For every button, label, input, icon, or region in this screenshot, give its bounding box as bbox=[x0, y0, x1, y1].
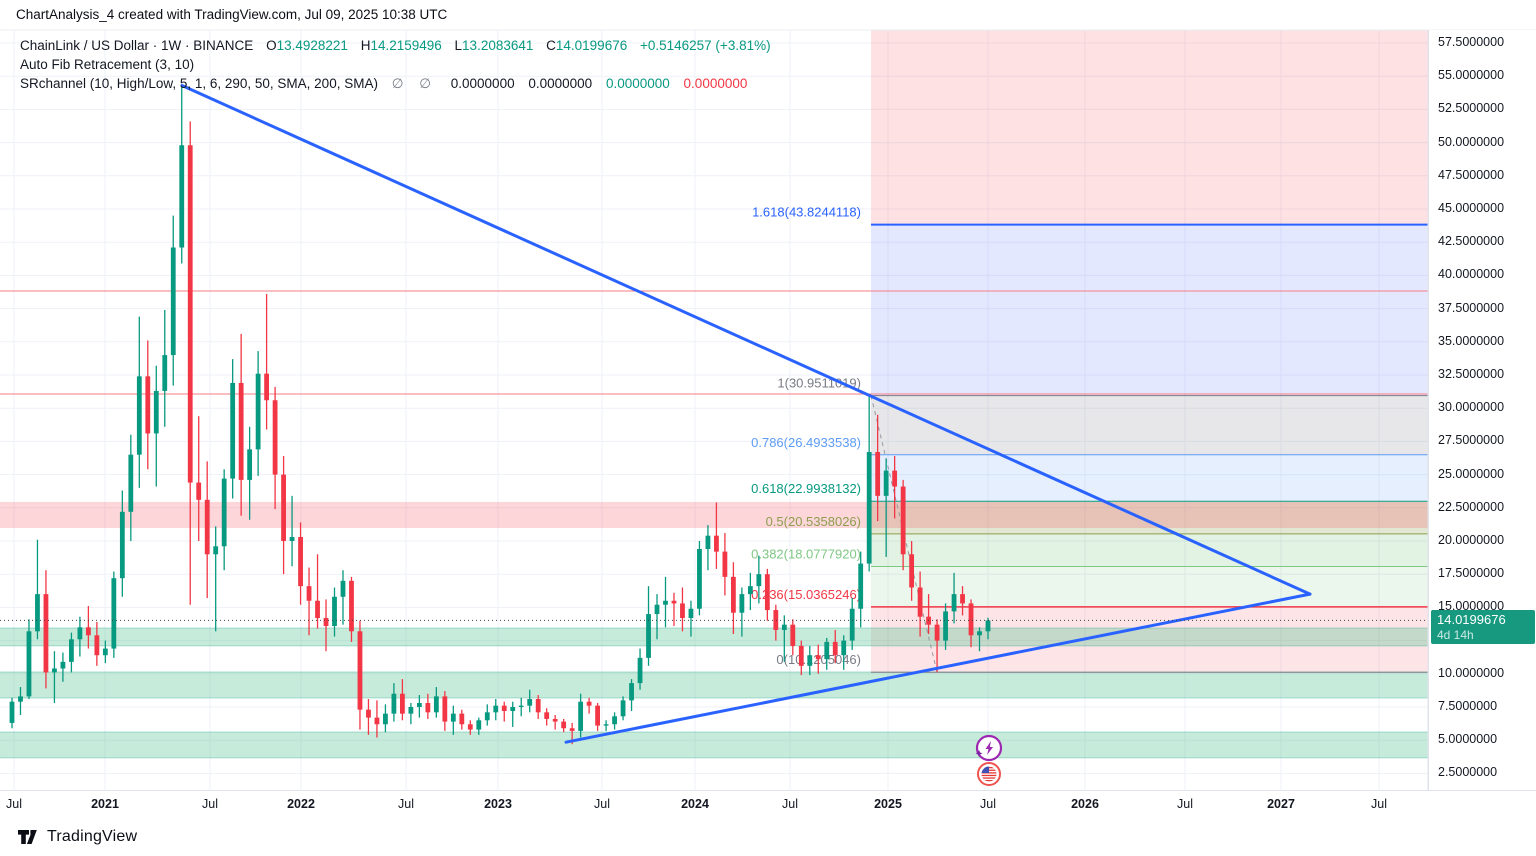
open-key: O bbox=[266, 38, 277, 53]
event-markers[interactable] bbox=[975, 734, 1003, 786]
price-tick-label: 5.0000000 bbox=[1438, 732, 1498, 747]
price-tick-label: 25.0000000 bbox=[1438, 466, 1505, 481]
price-tick-label: 27.5000000 bbox=[1438, 433, 1505, 448]
price-tick-label: 47.5000000 bbox=[1438, 167, 1505, 182]
symbol-title[interactable]: ChainLink / US Dollar · 1W · BINANCE bbox=[20, 38, 254, 53]
fib-label: 1.618(43.8244118) bbox=[752, 205, 861, 220]
time-tick-label: 2026 bbox=[1071, 797, 1099, 811]
time-tick-label: 2027 bbox=[1267, 797, 1295, 811]
sr-null-values: ∅ ∅ bbox=[391, 76, 437, 91]
tradingview-logo-icon bbox=[18, 829, 37, 844]
price-tick-label: 32.5000000 bbox=[1438, 367, 1505, 381]
time-tick-label: Jul bbox=[202, 797, 218, 811]
sr-value-3: 0.0000000 bbox=[605, 76, 670, 91]
price-tick-label: 30.0000000 bbox=[1438, 400, 1505, 415]
bar-countdown: 4d 14h bbox=[1437, 628, 1474, 643]
time-tick-label: Jul bbox=[594, 797, 610, 811]
indicator-fib-title[interactable]: Auto Fib Retracement (3, 10) bbox=[20, 57, 195, 72]
high-value: 14.2159496 bbox=[370, 38, 442, 53]
high-key: H bbox=[360, 38, 371, 53]
time-tick-label: Jul bbox=[1177, 797, 1193, 811]
time-tick-label: Jul bbox=[980, 797, 996, 811]
time-tick-label: Jul bbox=[6, 797, 22, 811]
tradingview-logo-text: TradingView bbox=[47, 828, 138, 845]
fib-label: 0.382(18.0777920) bbox=[751, 547, 861, 562]
fib-label: 0.618(22.9938132) bbox=[751, 481, 861, 496]
price-tick-label: 42.5000000 bbox=[1438, 234, 1505, 249]
open-value: 13.4928221 bbox=[276, 38, 348, 53]
time-tick-label: 2021 bbox=[91, 797, 119, 811]
symbol-row: ChainLink / US Dollar · 1W · BINANCE O13… bbox=[20, 36, 771, 55]
price-tick-label: 50.0000000 bbox=[1438, 134, 1505, 149]
us-flag-event-marker[interactable] bbox=[977, 762, 1001, 786]
price-tick-label: 55.0000000 bbox=[1438, 68, 1505, 83]
current-price-value: 14.0199676 bbox=[1437, 612, 1506, 628]
current-price-badge[interactable]: 14.0199676 4d 14h bbox=[1431, 610, 1535, 645]
us-flag-icon bbox=[981, 766, 997, 782]
change-value: +0.5146257 (+3.81%) bbox=[639, 38, 771, 53]
price-tick-label: 7.5000000 bbox=[1438, 699, 1498, 713]
price-tick-label: 52.5000000 bbox=[1438, 101, 1505, 116]
time-tick-label: 2024 bbox=[681, 797, 709, 811]
time-tick-label: Jul bbox=[398, 797, 414, 811]
lightning-icon bbox=[985, 741, 993, 755]
fib-label: 0.786(26.4933538) bbox=[751, 435, 861, 450]
ascending-trendline[interactable] bbox=[564, 592, 1312, 744]
price-tick-label: 17.5000000 bbox=[1438, 566, 1505, 581]
sr-channel-lines bbox=[0, 290, 1428, 395]
price-axis[interactable]: 14.0199676 4d 14h 57.5000000 55.0000000 52… bbox=[1428, 30, 1536, 790]
price-tick-label: 2.5000000 bbox=[1438, 765, 1498, 780]
sr-value-1: 0.0000000 bbox=[450, 76, 515, 91]
price-tick-label: 40.0000000 bbox=[1438, 267, 1505, 282]
price-tick-label: 15.0000000 bbox=[1438, 599, 1505, 614]
close-key: C bbox=[546, 38, 556, 53]
fib-label: 0.5(20.5358026) bbox=[766, 514, 861, 529]
fib-label: 1(30.9511019) bbox=[777, 376, 861, 391]
price-tick-label: 10.0000000 bbox=[1438, 665, 1505, 680]
sparkle-icon bbox=[975, 750, 983, 757]
legend: ChainLink / US Dollar · 1W · BINANCE O13… bbox=[20, 36, 771, 93]
fib-label: 0.236(15.0365246) bbox=[751, 587, 861, 602]
close-value: 14.0199676 bbox=[555, 38, 628, 53]
price-tick-label: 35.0000000 bbox=[1438, 333, 1505, 348]
time-tick-label: 2025 bbox=[874, 797, 902, 811]
fib-level-lines[interactable] bbox=[870, 223, 1428, 673]
fib-zones bbox=[871, 29, 1428, 673]
descending-trendline[interactable] bbox=[180, 83, 1312, 596]
sr-value-4: 0.0000000 bbox=[683, 76, 748, 91]
sr-value-2: 0.0000000 bbox=[528, 76, 593, 91]
price-tick-label: 57.5000000 bbox=[1438, 35, 1505, 49]
time-tick-label: Jul bbox=[1371, 797, 1387, 811]
indicator-sr-title[interactable]: SRchannel (10, High/Low, 5, 1, 6, 290, 5… bbox=[20, 76, 378, 91]
grid-lines bbox=[0, 30, 1428, 790]
low-value: 13.2083641 bbox=[462, 38, 534, 53]
low-key: L bbox=[454, 38, 463, 53]
price-tick-label: 22.5000000 bbox=[1438, 499, 1505, 514]
indicator-sr-row: SRchannel (10, High/Low, 5, 1, 6, 290, 5… bbox=[20, 74, 771, 93]
creation-note: ChartAnalysis_4 created with TradingView… bbox=[16, 7, 447, 22]
sr-channel-bands bbox=[0, 501, 1428, 759]
price-tick-label: 37.5000000 bbox=[1438, 300, 1505, 315]
power-event-marker[interactable] bbox=[975, 734, 1003, 762]
creation-note-text: ChartAnalysis_4 created with TradingView… bbox=[16, 7, 448, 22]
price-tick-label: 20.0000000 bbox=[1438, 533, 1505, 547]
indicator-fib-row: Auto Fib Retracement (3, 10) bbox=[20, 55, 771, 74]
price-tick-label: 45.0000000 bbox=[1438, 201, 1505, 215]
candlestick-series bbox=[9, 86, 991, 745]
tradingview-logo[interactable]: TradingView bbox=[18, 828, 137, 846]
time-axis[interactable]: Jul 2021 Jul 2022 Jul 2023 Jul 2024 Jul 2025 Jul 20… bbox=[0, 790, 1536, 819]
time-tick-label: Jul bbox=[782, 797, 798, 811]
time-tick-label: 2023 bbox=[484, 797, 512, 811]
time-tick-label: 2022 bbox=[287, 797, 315, 811]
